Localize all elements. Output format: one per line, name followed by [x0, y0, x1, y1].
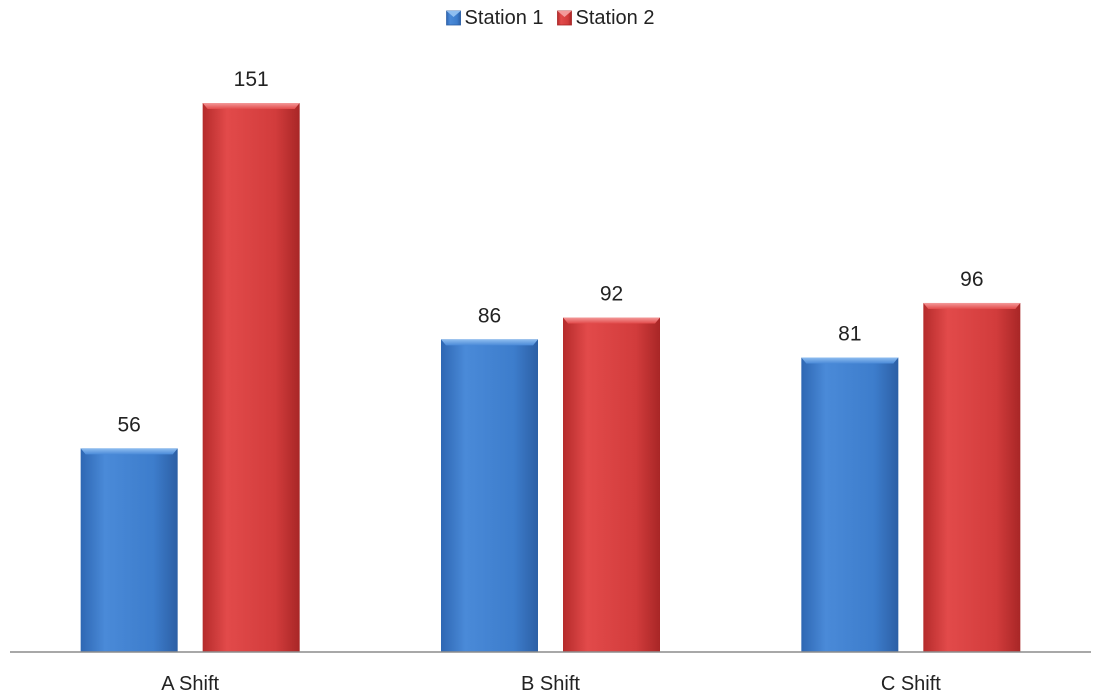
bar-cap: [923, 302, 1021, 309]
legend-item: Station 2: [557, 7, 655, 29]
data-label: 92: [600, 283, 623, 306]
data-label: 56: [117, 413, 140, 436]
bars: [80, 103, 1021, 652]
data-labels: 56 151 86 92 81 96: [117, 68, 983, 436]
category-label: B Shift: [521, 673, 580, 695]
bar: [441, 339, 538, 652]
bar-cap: [202, 103, 300, 109]
legend-swatch-cap: [446, 11, 461, 17]
bar: [80, 448, 178, 652]
bar-body: [801, 357, 899, 652]
data-label: 151: [234, 68, 269, 91]
bar-body: [80, 448, 178, 652]
category-label: C Shift: [881, 673, 941, 695]
legend: Station 1 Station 2: [446, 7, 655, 29]
data-label: 96: [960, 268, 983, 291]
legend-label: Station 1: [465, 7, 544, 29]
bar: [563, 317, 660, 652]
bar-cap: [441, 339, 538, 346]
bar-cap: [801, 357, 899, 364]
bar-cap: [80, 448, 178, 455]
bar: [923, 302, 1021, 652]
bar-body: [441, 339, 538, 652]
legend-label: Station 2: [576, 7, 655, 29]
category-labels: A Shift B Shift C Shift: [161, 673, 941, 695]
bar-body: [563, 317, 660, 652]
bar: [202, 103, 300, 652]
data-label: 86: [478, 304, 501, 327]
bar-body: [923, 302, 1021, 652]
category-label: A Shift: [161, 673, 219, 695]
bar: [801, 357, 899, 652]
data-label: 81: [838, 323, 861, 346]
legend-item: Station 1: [446, 7, 544, 29]
legend-swatch-cap: [557, 11, 572, 17]
bar-cap: [563, 317, 660, 324]
bar-body: [202, 103, 300, 652]
